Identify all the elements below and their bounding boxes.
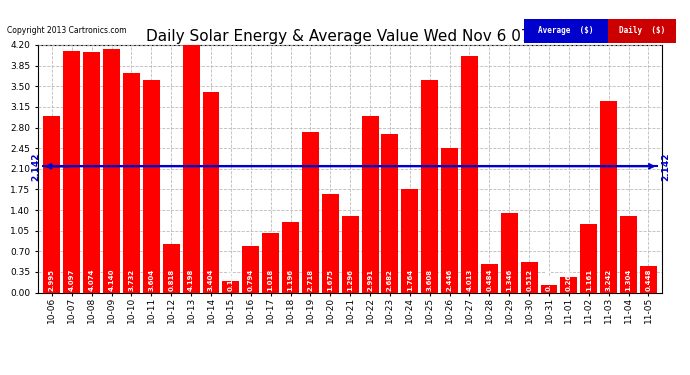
Bar (183, 45, 199, 292)
Bar (242, 246, 259, 292)
Text: 1.346: 1.346 (506, 269, 512, 291)
Bar (362, 116, 379, 292)
Bar (501, 213, 518, 292)
Text: 2.718: 2.718 (308, 269, 313, 291)
Bar (222, 281, 239, 292)
Text: 0.124: 0.124 (546, 269, 552, 291)
Text: 0.265: 0.265 (566, 270, 572, 291)
Text: 3.604: 3.604 (148, 269, 155, 291)
Bar (143, 80, 160, 292)
Text: 2.995: 2.995 (49, 269, 55, 291)
Text: 0.818: 0.818 (168, 269, 174, 291)
Bar (620, 216, 637, 292)
Bar (83, 53, 100, 292)
Bar (282, 222, 299, 292)
Bar (521, 262, 538, 292)
Bar (560, 277, 578, 292)
Text: 2.142: 2.142 (662, 152, 671, 180)
Bar (441, 148, 458, 292)
Bar (342, 216, 359, 292)
Bar (600, 102, 617, 292)
Text: 2.682: 2.682 (387, 270, 393, 291)
Text: 0.190: 0.190 (228, 269, 234, 291)
Bar (202, 92, 219, 292)
Text: Daily  ($): Daily ($) (619, 26, 665, 36)
Text: 3.242: 3.242 (606, 269, 612, 291)
Text: 3.608: 3.608 (426, 269, 433, 291)
Text: Copyright 2013 Cartronics.com: Copyright 2013 Cartronics.com (7, 26, 126, 35)
Bar (640, 266, 657, 292)
Bar (580, 224, 598, 292)
Text: 0.794: 0.794 (248, 269, 254, 291)
Bar (540, 285, 558, 292)
Text: 1.018: 1.018 (268, 269, 274, 291)
Text: 1.296: 1.296 (347, 269, 353, 291)
Bar (422, 80, 438, 292)
Text: 0.448: 0.448 (645, 269, 651, 291)
Bar (43, 116, 60, 292)
Text: 1.196: 1.196 (288, 269, 293, 291)
Bar (63, 51, 80, 292)
Text: 1.304: 1.304 (626, 269, 631, 291)
Text: 2.991: 2.991 (367, 269, 373, 291)
Bar (481, 264, 498, 292)
Text: Average  ($): Average ($) (538, 26, 594, 36)
Bar (461, 56, 478, 292)
Text: 1.675: 1.675 (327, 269, 333, 291)
Text: 0.512: 0.512 (526, 269, 532, 291)
Text: 4.140: 4.140 (108, 269, 115, 291)
Bar (123, 73, 140, 292)
Text: 0.484: 0.484 (486, 269, 493, 291)
Bar (262, 232, 279, 292)
Text: 2.142: 2.142 (31, 152, 40, 180)
FancyBboxPatch shape (524, 19, 608, 43)
Text: 2.446: 2.446 (446, 269, 453, 291)
Text: 3.732: 3.732 (128, 269, 135, 291)
Text: 3.404: 3.404 (208, 269, 214, 291)
Bar (322, 194, 339, 292)
Bar (402, 189, 418, 292)
Title: Daily Solar Energy & Average Value Wed Nov 6 07:20: Daily Solar Energy & Average Value Wed N… (146, 29, 555, 44)
Bar (103, 48, 120, 292)
Text: 4.097: 4.097 (69, 269, 75, 291)
Text: 4.074: 4.074 (88, 269, 95, 291)
Text: 1.764: 1.764 (407, 269, 413, 291)
Text: 4.198: 4.198 (188, 269, 194, 291)
FancyBboxPatch shape (608, 19, 676, 43)
Bar (163, 244, 179, 292)
Bar (302, 132, 319, 292)
Text: 1.161: 1.161 (586, 269, 592, 291)
Bar (382, 135, 398, 292)
Text: 4.013: 4.013 (466, 269, 473, 291)
